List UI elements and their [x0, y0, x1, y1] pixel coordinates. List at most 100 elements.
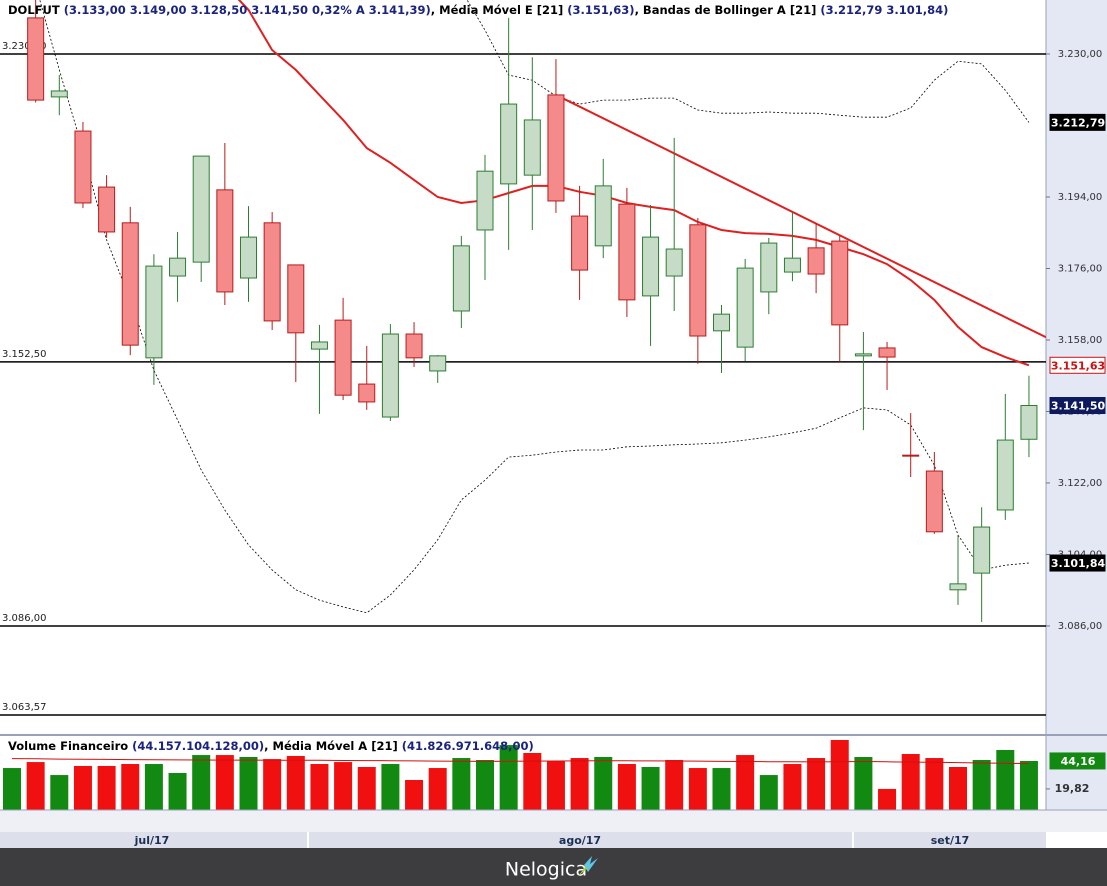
volume-bar	[546, 761, 565, 810]
price-badge	[1049, 397, 1106, 415]
candle-body	[240, 236, 257, 279]
level-label: 3.152,50	[2, 349, 47, 360]
volume-bar	[97, 765, 116, 810]
footer	[0, 848, 1107, 886]
price-header: DOLFUT (3.133,00 3.149,00 3.128,50 3.141…	[8, 3, 948, 17]
volume-bar	[1019, 760, 1038, 810]
volume-bar	[783, 764, 802, 810]
candle-body	[287, 264, 305, 334]
candle-body	[760, 242, 778, 293]
price-badge-label: 3.212,79	[1051, 116, 1105, 129]
volume-bar	[854, 757, 873, 810]
volume-header: Volume Financeiro (44.157.104.128,00), M…	[8, 739, 534, 753]
bollinger-band	[39, 0, 1029, 614]
candle-body	[618, 203, 636, 301]
header-part: , Bandas de Bollinger A [21]	[635, 3, 817, 17]
level-label: 3.063,57	[2, 702, 47, 713]
volume-bar	[50, 775, 69, 810]
candle-body	[547, 94, 565, 202]
candle-body	[334, 319, 352, 396]
volume-bar	[144, 764, 163, 810]
month-label: jul/17	[134, 834, 170, 847]
price-panel: 3.230,00 3.152,50 3.086,00 3.063,57	[0, 0, 1046, 716]
candle-body	[1020, 405, 1038, 440]
month-axis-bg	[0, 832, 1046, 848]
price-badge	[1049, 752, 1106, 770]
volume-bar	[807, 758, 826, 810]
volume-bar	[759, 775, 778, 810]
header-part: (3.133,00 3.149,00 3.128,50 3.141,50 0,3…	[60, 3, 431, 17]
candle-body	[642, 236, 660, 297]
price-badge-label: 3.151,63	[1051, 359, 1105, 372]
volume-bar	[570, 758, 589, 810]
volume-bar	[357, 767, 376, 810]
price-badge	[1049, 113, 1106, 131]
candle-body	[523, 119, 541, 176]
candle-body	[878, 347, 896, 358]
volume-bar	[476, 759, 494, 810]
price-badge-label: 3.141,50	[1051, 400, 1106, 413]
candle-body	[902, 454, 920, 457]
volume-bar	[499, 745, 518, 810]
candle-body	[689, 224, 707, 337]
candle-body	[216, 189, 234, 293]
candle-body	[854, 353, 872, 357]
candle-body	[925, 470, 943, 533]
candle-body	[310, 341, 328, 350]
header-part: (3.212,79 3.101,84)	[816, 3, 948, 17]
candle-body	[500, 103, 518, 185]
volume-bar	[121, 764, 140, 810]
volume-bar	[925, 758, 944, 810]
candle-body	[50, 90, 68, 98]
y-tick-label: 3.158,00	[1058, 335, 1103, 346]
volume-bar	[641, 767, 660, 810]
volume-bar	[3, 768, 21, 810]
volume-bar	[972, 759, 991, 810]
candle-body	[145, 265, 163, 359]
y-tick-label: 3.122,00	[1058, 478, 1103, 489]
candle-body	[121, 222, 139, 346]
volume-bar	[310, 764, 329, 810]
price-badge	[1049, 356, 1106, 374]
candle-body	[358, 383, 376, 403]
candle-body	[74, 130, 92, 204]
volume-bar	[996, 749, 1015, 810]
price-badge-label: 44,16	[1061, 755, 1096, 768]
volume-bar	[736, 755, 755, 810]
candle-body	[973, 526, 991, 574]
level-label: 3.230,00	[2, 41, 47, 52]
price-badge-label: 3.101,84	[1051, 557, 1106, 570]
volume-bar	[428, 768, 447, 810]
volume-bar	[901, 754, 920, 810]
volume-bar	[617, 764, 636, 810]
candle-body	[594, 185, 612, 247]
candle-body	[429, 355, 447, 372]
y-tick-label: 3.230,00	[1058, 49, 1103, 60]
candle-body	[27, 17, 45, 101]
brand-logo	[578, 866, 588, 876]
candle-body	[571, 215, 589, 271]
header-part: DOLFUT	[8, 3, 60, 17]
candle-body	[192, 155, 210, 263]
candle-body	[476, 170, 494, 231]
volume-average	[11, 758, 1029, 765]
volume-bar	[949, 767, 967, 810]
candle-body	[452, 245, 470, 312]
volume-bar	[878, 788, 897, 810]
volume-bar	[168, 772, 187, 810]
volume-bar	[26, 762, 45, 810]
candle-body	[263, 222, 281, 322]
candle-body	[169, 257, 187, 277]
volume-bar	[665, 759, 684, 810]
candle-body	[381, 333, 399, 418]
volume-bar	[688, 768, 707, 810]
y-tick-label: 3.176,00	[1058, 263, 1103, 274]
volume-panel	[3, 739, 1038, 810]
volume-bar	[215, 755, 234, 810]
y-tick-label: 3.086,00	[1058, 621, 1103, 632]
header-part: , Média Móvel A [21]	[264, 739, 398, 753]
bollinger-band	[466, 0, 1030, 123]
volume-bar	[594, 757, 613, 810]
